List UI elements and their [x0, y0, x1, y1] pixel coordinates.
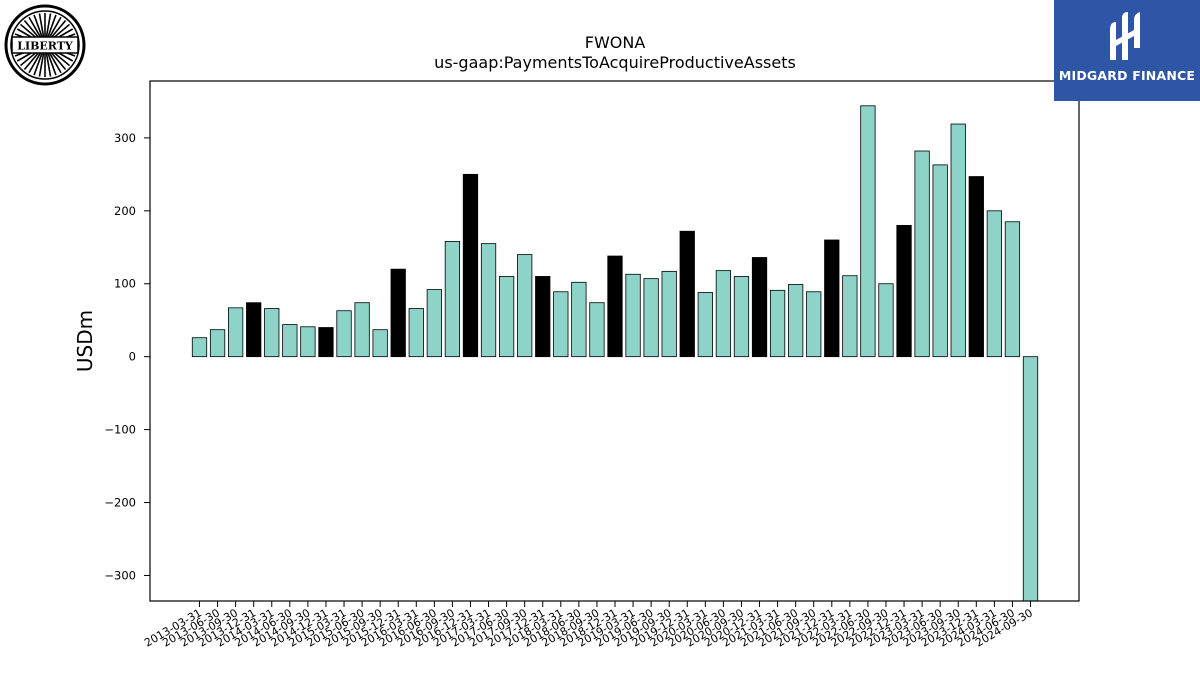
bar-2022-09-30	[878, 283, 894, 358]
y-tick-label: 0	[129, 350, 136, 364]
bar-2021-09-30	[806, 291, 822, 358]
y-tick-label: 100	[114, 277, 136, 291]
seal-ray	[46, 52, 57, 76]
bar-2023-12-31	[968, 176, 984, 358]
seal-ray	[28, 51, 42, 74]
midgard-mark-icon	[1110, 12, 1140, 60]
seal-ray	[38, 52, 45, 77]
bar-2015-06-30	[354, 302, 370, 358]
bar-2020-03-31	[697, 292, 713, 358]
bar-2020-06-30	[715, 270, 732, 358]
seal-ray	[33, 14, 44, 38]
bar-2019-06-30	[643, 278, 659, 358]
seal-ray	[38, 13, 45, 38]
seal-ray	[45, 52, 52, 77]
seal-ray	[28, 16, 42, 39]
bar-2017-12-31	[535, 276, 551, 358]
bar-2013-12-31	[246, 302, 262, 358]
bar-2020-09-30	[733, 276, 750, 358]
seal-ray	[23, 19, 41, 40]
seal-ray	[45, 13, 52, 38]
liberty-seal-icon: LIBERTY	[4, 4, 86, 86]
bar-2016-09-30	[444, 241, 461, 358]
bar-2016-06-30	[426, 289, 442, 358]
chart-subtitle: us-gaap:PaymentsToAcquireProductiveAsset…	[434, 53, 796, 72]
bars-group	[191, 105, 1039, 602]
bar-2021-06-30	[788, 284, 804, 358]
midgard-finance-logo: MIDGARD FINANCE	[1054, 0, 1200, 101]
bar-2022-03-31	[842, 275, 858, 358]
seal-ray	[49, 19, 67, 40]
bar-2018-06-30	[571, 281, 587, 358]
y-tick-label: −100	[104, 423, 136, 437]
bar-2017-03-31	[480, 243, 497, 358]
bar-2024-09-30	[1022, 356, 1039, 602]
bar-2022-12-31	[896, 224, 912, 358]
bar-2020-12-31	[751, 257, 768, 358]
liberty-logo-text: LIBERTY	[17, 40, 73, 53]
y-tick-label: 300	[114, 131, 136, 145]
y-tick-label: 200	[114, 204, 136, 218]
y-axis-ticks: −300 −200 −100 0 100 200 300	[104, 131, 150, 582]
bar-2019-12-31	[679, 230, 695, 358]
bar-2016-12-31	[462, 173, 479, 358]
bar-2018-12-31	[607, 255, 623, 358]
bar-2024-06-30	[1004, 221, 1021, 358]
bar-2019-03-31	[625, 273, 641, 358]
bar-2021-12-31	[824, 239, 840, 358]
bar-2014-06-30	[282, 324, 298, 358]
bar-2024-03-31	[986, 210, 1002, 358]
bar-2017-06-30	[498, 276, 515, 358]
y-axis-label: USDm	[73, 310, 97, 372]
bar-2015-12-31	[390, 268, 406, 358]
seal-ray	[48, 16, 62, 39]
seal-ray	[33, 52, 44, 76]
bar-2014-09-30	[300, 326, 316, 358]
y-tick-label: −200	[104, 496, 136, 510]
bar-2016-03-31	[408, 308, 424, 358]
seal-ray	[48, 51, 62, 74]
x-axis-ticks: 2013-03-312013-06-302013-09-302013-12-31…	[142, 601, 1035, 650]
liberty-logo: LIBERTY	[4, 4, 86, 86]
seal-ray	[23, 50, 41, 71]
bar-2023-09-30	[950, 123, 966, 358]
bar-2015-09-30	[372, 329, 388, 358]
bar-2023-06-30	[932, 164, 948, 358]
bar-2017-09-30	[517, 254, 533, 358]
bar-2013-03-31	[191, 337, 208, 358]
plot-frame	[149, 80, 1080, 602]
bar-2013-06-30	[209, 329, 226, 358]
y-tick-label: −300	[104, 568, 136, 582]
midgard-logo-text: MIDGARD FINANCE	[1058, 68, 1196, 83]
seal-ray	[46, 14, 57, 38]
chart-title: FWONA	[585, 33, 646, 52]
bar-2021-03-31	[769, 289, 786, 358]
bar-2023-03-31	[914, 150, 930, 358]
bar-2013-09-30	[227, 307, 244, 358]
bar-2018-09-30	[589, 302, 605, 358]
bar-2015-03-31	[336, 310, 352, 358]
bar-2014-03-31	[264, 308, 280, 358]
seal-ray	[49, 50, 67, 71]
bar-2014-12-31	[318, 327, 334, 358]
bar-2018-03-31	[553, 291, 569, 358]
bar-2022-06-30	[860, 105, 876, 358]
bar-2019-09-30	[661, 270, 677, 358]
